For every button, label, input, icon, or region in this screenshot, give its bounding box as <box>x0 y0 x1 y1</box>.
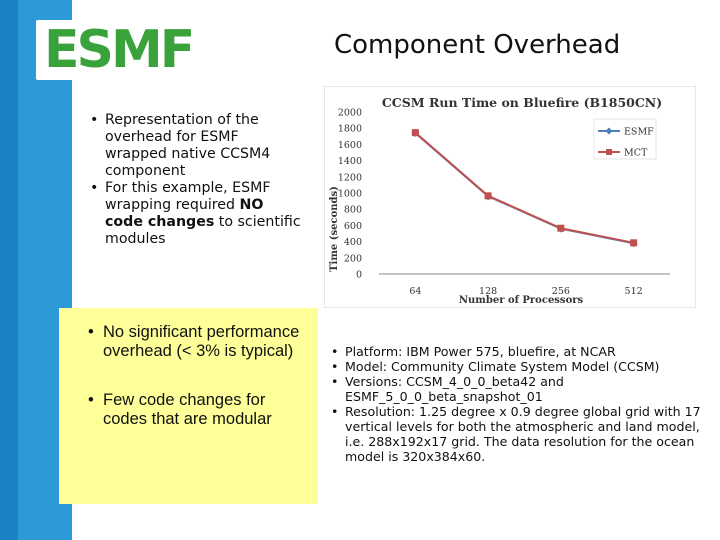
data-point-mct <box>411 129 419 137</box>
series-line-mct <box>414 131 634 244</box>
esmf-logo <box>36 20 248 80</box>
y-tick-label: 1000 <box>338 189 362 200</box>
x-tick-label: 64 <box>409 286 421 297</box>
legend-marker-mct <box>606 149 612 155</box>
data-point-mct <box>630 239 638 247</box>
details-bullet-2: Model: Community Climate System Model (C… <box>330 359 705 374</box>
y-tick-label: 400 <box>344 237 362 248</box>
y-tick-label: 0 <box>356 270 362 281</box>
x-tick-label: 512 <box>625 286 643 297</box>
y-axis-label: Time (seconds) <box>329 186 340 272</box>
chart-svg: CCSM Run Time on Bluefire (B1850CN) Time… <box>324 86 696 308</box>
data-point-mct <box>484 192 492 200</box>
x-axis-label: Number of Processors <box>459 295 584 306</box>
chart-title: CCSM Run Time on Bluefire (B1850CN) <box>382 95 662 110</box>
data-point-mct <box>557 224 565 232</box>
y-tick-label: 1800 <box>338 124 362 135</box>
y-tick-label: 800 <box>344 205 362 216</box>
upper-bullet-list: Representation of the overhead for ESMF … <box>88 112 303 248</box>
left-sidebar-band <box>0 0 18 540</box>
x-tick-label: 256 <box>552 286 570 297</box>
highlight-bullet-list: No significant performance overhead (< 3… <box>86 323 311 429</box>
details-bullet-1: Platform: IBM Power 575, bluefire, at NC… <box>330 344 705 359</box>
y-tick-label: 200 <box>344 253 362 264</box>
upper-bullet-1: Representation of the overhead for ESMF … <box>88 112 303 180</box>
upper-bullet-2: For this example, ESMF wrapping required… <box>88 180 303 248</box>
details-bullet-4: Resolution: 1.25 degree x 0.9 degree glo… <box>330 404 705 464</box>
run-time-chart: CCSM Run Time on Bluefire (B1850CN) Time… <box>324 86 696 308</box>
highlight-bullet-2: Few code changes for codes that are modu… <box>86 391 311 429</box>
esmf-logo-text: ESMF <box>44 20 195 80</box>
highlight-bullet-1: No significant performance overhead (< 3… <box>86 323 311 361</box>
y-tick-label: 600 <box>344 221 362 232</box>
legend-marker-esmf <box>605 127 613 135</box>
legend-label-mct: MCT <box>624 148 648 159</box>
y-tick-label: 2000 <box>338 108 362 119</box>
y-tick-label: 1200 <box>338 172 362 183</box>
y-tick-label: 1600 <box>338 140 362 151</box>
x-tick-label: 128 <box>479 286 497 297</box>
details-bullet-3: Versions: CCSM_4_0_0_beta42 and ESMF_5_0… <box>330 374 705 404</box>
details-bullet-list: Platform: IBM Power 575, bluefire, at NC… <box>330 344 705 464</box>
y-tick-label: 1400 <box>338 156 362 167</box>
slide-title: Component Overhead <box>334 30 621 60</box>
legend-label-esmf: ESMF <box>624 127 654 138</box>
